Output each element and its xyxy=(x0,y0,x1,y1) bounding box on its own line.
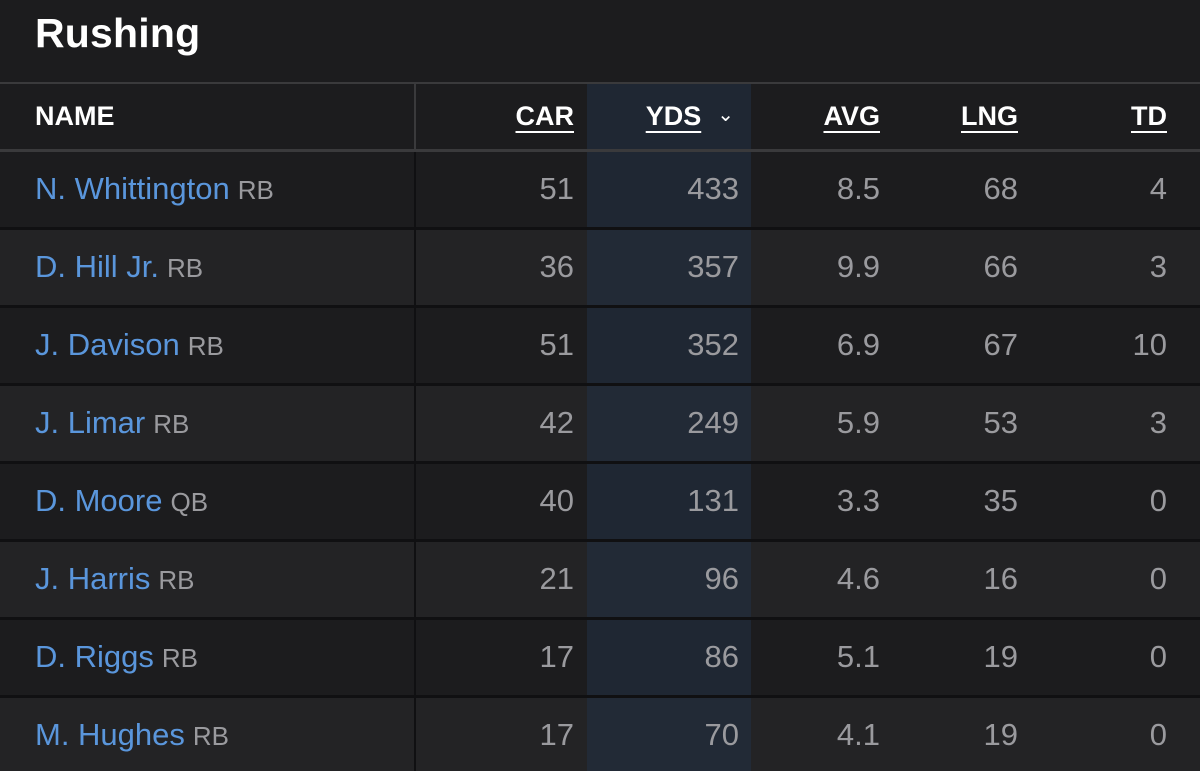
player-position: RB xyxy=(158,565,195,595)
yds-value: 433 xyxy=(587,150,751,230)
lng-value: 66 xyxy=(892,228,1033,308)
player-cell: N. Whittington RB xyxy=(0,150,416,230)
car-value: 21 xyxy=(415,540,587,620)
player-cell: J. Limar RB xyxy=(0,384,416,464)
avg-value: 5.1 xyxy=(751,618,892,698)
column-header-td[interactable]: TD xyxy=(1033,84,1200,152)
column-header-yds[interactable]: YDS ⌄ xyxy=(587,84,751,152)
table-row: D. Hill Jr. RB 36 357 9.9 66 3 xyxy=(0,228,1200,308)
avg-value: 4.6 xyxy=(751,540,892,620)
player-position: RB xyxy=(161,643,198,673)
rushing-table: NAME CAR YDS ⌄ AVG LNG TD xyxy=(0,84,1200,771)
player-name-link[interactable]: D. Moore xyxy=(35,483,163,518)
table-row: D. Riggs RB 17 86 5.1 19 0 xyxy=(0,618,1200,698)
lng-value: 68 xyxy=(892,150,1033,230)
td-value: 10 xyxy=(1033,306,1200,386)
lng-value: 19 xyxy=(892,696,1033,771)
td-value: 0 xyxy=(1033,462,1200,542)
car-value: 36 xyxy=(415,228,587,308)
car-value: 51 xyxy=(415,306,587,386)
car-value: 17 xyxy=(415,696,587,771)
player-position: RB xyxy=(153,409,190,439)
player-cell: J. Harris RB xyxy=(0,540,416,620)
car-value: 42 xyxy=(415,384,587,464)
player-position: QB xyxy=(170,487,209,517)
column-header-avg[interactable]: AVG xyxy=(751,84,892,152)
player-position: RB xyxy=(167,253,204,283)
column-header-lng[interactable]: LNG xyxy=(892,84,1033,152)
avg-value: 4.1 xyxy=(751,696,892,771)
sort-yds-link[interactable]: YDS xyxy=(645,100,702,131)
avg-value: 3.3 xyxy=(751,462,892,542)
column-header-car[interactable]: CAR xyxy=(415,84,587,152)
lng-value: 53 xyxy=(892,384,1033,464)
player-cell: M. Hughes RB xyxy=(0,696,416,771)
yds-value: 70 xyxy=(587,696,751,771)
lng-value: 67 xyxy=(892,306,1033,386)
car-value: 17 xyxy=(415,618,587,698)
yds-value: 357 xyxy=(587,228,751,308)
player-cell: D. Riggs RB xyxy=(0,618,416,698)
lng-value: 19 xyxy=(892,618,1033,698)
table-row: J. Davison RB 51 352 6.9 67 10 xyxy=(0,306,1200,386)
td-value: 0 xyxy=(1033,540,1200,620)
player-cell: D. Hill Jr. RB xyxy=(0,228,416,308)
table-row: M. Hughes RB 17 70 4.1 19 0 xyxy=(0,696,1200,771)
player-name-link[interactable]: J. Harris xyxy=(35,561,151,596)
table-row: D. Moore QB 40 131 3.3 35 0 xyxy=(0,462,1200,542)
td-value: 0 xyxy=(1033,618,1200,698)
column-header-name-label: NAME xyxy=(35,100,115,131)
td-value: 3 xyxy=(1033,228,1200,308)
yds-value: 352 xyxy=(587,306,751,386)
lng-value: 35 xyxy=(892,462,1033,542)
player-name-link[interactable]: M. Hughes xyxy=(35,717,185,752)
section-title: Rushing xyxy=(35,10,201,56)
player-position: RB xyxy=(187,331,224,361)
td-value: 3 xyxy=(1033,384,1200,464)
td-value: 0 xyxy=(1033,696,1200,771)
player-name-link[interactable]: N. Whittington xyxy=(35,171,230,206)
player-name-link[interactable]: D. Hill Jr. xyxy=(35,249,159,284)
table-header-row: NAME CAR YDS ⌄ AVG LNG TD xyxy=(0,84,1200,152)
player-name-link[interactable]: D. Riggs xyxy=(35,639,154,674)
player-name-link[interactable]: J. Limar xyxy=(35,405,146,440)
player-name-link[interactable]: J. Davison xyxy=(35,327,180,362)
player-position: RB xyxy=(237,175,274,205)
table-row: J. Limar RB 42 249 5.9 53 3 xyxy=(0,384,1200,464)
player-cell: D. Moore QB xyxy=(0,462,416,542)
table-row: N. Whittington RB 51 433 8.5 68 4 xyxy=(0,150,1200,230)
sort-avg-link[interactable]: AVG xyxy=(823,100,880,131)
sort-car-link[interactable]: CAR xyxy=(515,100,575,131)
avg-value: 8.5 xyxy=(751,150,892,230)
chevron-down-icon: ⌄ xyxy=(717,103,734,126)
sort-lng-link[interactable]: LNG xyxy=(961,100,1018,131)
lng-value: 16 xyxy=(892,540,1033,620)
avg-value: 5.9 xyxy=(751,384,892,464)
yds-value: 86 xyxy=(587,618,751,698)
column-header-name: NAME xyxy=(0,84,416,152)
yds-value: 131 xyxy=(587,462,751,542)
yds-value: 96 xyxy=(587,540,751,620)
yds-value: 249 xyxy=(587,384,751,464)
avg-value: 6.9 xyxy=(751,306,892,386)
car-value: 40 xyxy=(415,462,587,542)
avg-value: 9.9 xyxy=(751,228,892,308)
player-position: RB xyxy=(192,721,230,751)
sort-td-link[interactable]: TD xyxy=(1131,100,1167,131)
section-header: Rushing xyxy=(0,0,1200,84)
player-cell: J. Davison RB xyxy=(0,306,416,386)
td-value: 4 xyxy=(1033,150,1200,230)
table-row: J. Harris RB 21 96 4.6 16 0 xyxy=(0,540,1200,620)
car-value: 51 xyxy=(415,150,587,230)
